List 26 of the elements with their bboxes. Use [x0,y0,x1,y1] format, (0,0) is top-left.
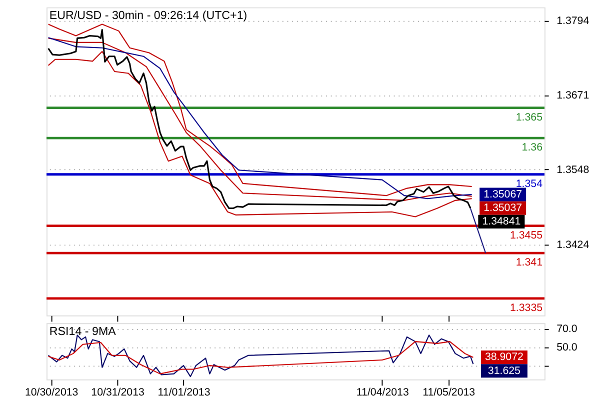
x-tick-label: 11/01/2013 [158,386,210,398]
y-tick-label: 50.0 [556,342,578,354]
y-tick-label: 1.3424 [556,238,590,251]
y-tick-label: 1.3548 [556,164,590,176]
data-label: 1.35067 [484,188,522,200]
line-series [48,341,474,374]
ref-line-label: 1.3335 [510,302,543,314]
ref-line-label: 1.354 [516,178,543,190]
data-label: 38.9072 [484,351,524,364]
x-tick-label: 11/04/2013 [356,386,409,398]
ref-line-label: 1.341 [516,256,543,269]
x-tick-label: 10/31/2013 [91,386,144,398]
data-label: 1.35037 [484,202,522,214]
ref-line-label: 1.3455 [510,229,543,242]
ref-line-label: 1.36 [522,142,543,154]
y-tick-label: 1.3794 [556,15,590,28]
ref-line-label: 1.365 [516,111,543,124]
x-tick-label: 10/30/2013 [24,386,78,398]
y-tick-label: 1.3671 [556,89,590,102]
x-tick-label: 11/05/2013 [422,386,476,398]
y-tick-label: 70.0 [556,323,578,336]
data-label: 31.625 [488,364,521,377]
line-series [48,334,474,378]
chart-title: EUR/USD - 30min - 09:26:14 (UTC+1) [49,8,248,22]
chart-title: RSI14 - 9MA [49,324,116,338]
data-label: 1.34841 [482,216,521,228]
